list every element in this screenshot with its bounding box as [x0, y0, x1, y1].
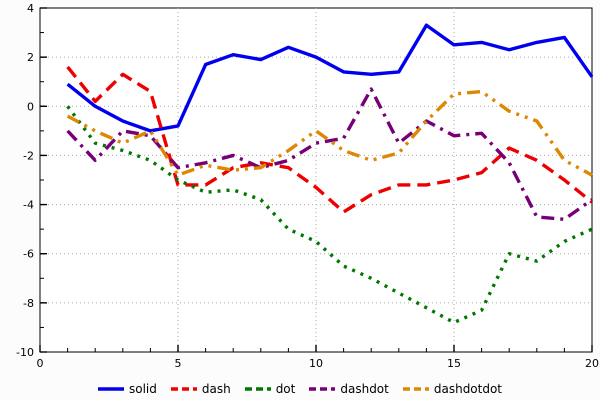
- series-line-dash: [66, 65, 594, 214]
- legend-swatch-dot: [244, 387, 271, 391]
- legend-item-dashdotdot: dashdotdot: [402, 382, 503, 396]
- legend-item-solid: solid: [97, 382, 157, 396]
- y-tick-label: -10: [16, 346, 34, 359]
- legend-label-dot: dot: [275, 382, 296, 396]
- y-tick-label: -6: [23, 248, 34, 261]
- y-tick-label: 4: [27, 2, 34, 15]
- legend-label-dashdotdot: dashdotdot: [433, 382, 503, 396]
- x-tick-label: 0: [37, 357, 44, 370]
- legend-swatch-dash: [170, 387, 197, 391]
- series-line-dashdotdot: [66, 89, 593, 177]
- series-line-solid: [66, 23, 594, 133]
- y-tick-label: -4: [23, 199, 34, 212]
- x-tick-label: 5: [175, 357, 182, 370]
- legend-item-dot: dot: [244, 382, 296, 396]
- chart-legend: solid dash dot dashdot dashdotdot: [0, 382, 600, 396]
- x-tick-label: 10: [309, 357, 323, 370]
- y-tick-label: -2: [23, 149, 34, 162]
- series-line-dot: [66, 105, 593, 325]
- legend-label-dash: dash: [201, 382, 231, 396]
- x-tick-label: 20: [585, 357, 599, 370]
- y-tick-label: 0: [27, 100, 34, 113]
- legend-swatch-dashdot: [309, 387, 336, 391]
- legend-item-dashdot: dashdot: [309, 382, 389, 396]
- legend-swatch-dashdotdot: [402, 387, 429, 391]
- plot-area: 0 5 10 15 20 -10 -8 -6 -4 -2 0 2 4: [16, 2, 599, 370]
- y-tick-label: 2: [27, 51, 34, 64]
- y-tick-label: -8: [23, 297, 34, 310]
- x-tick-label: 15: [447, 357, 461, 370]
- legend-item-dash: dash: [170, 382, 231, 396]
- legend-label-dashdot: dashdot: [340, 382, 389, 396]
- legend-label-solid: solid: [128, 382, 157, 396]
- legend-swatch-solid: [97, 387, 124, 391]
